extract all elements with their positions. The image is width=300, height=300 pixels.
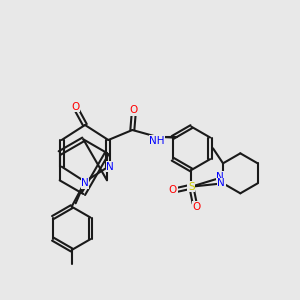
- Text: O: O: [169, 185, 177, 195]
- Text: O: O: [192, 202, 200, 212]
- Text: S: S: [188, 182, 195, 192]
- Text: O: O: [130, 105, 138, 115]
- Text: N: N: [81, 178, 89, 188]
- Text: N: N: [217, 172, 224, 182]
- Text: N: N: [218, 178, 225, 188]
- Text: NH: NH: [149, 136, 165, 146]
- Text: N: N: [106, 162, 114, 172]
- Text: O: O: [71, 102, 79, 112]
